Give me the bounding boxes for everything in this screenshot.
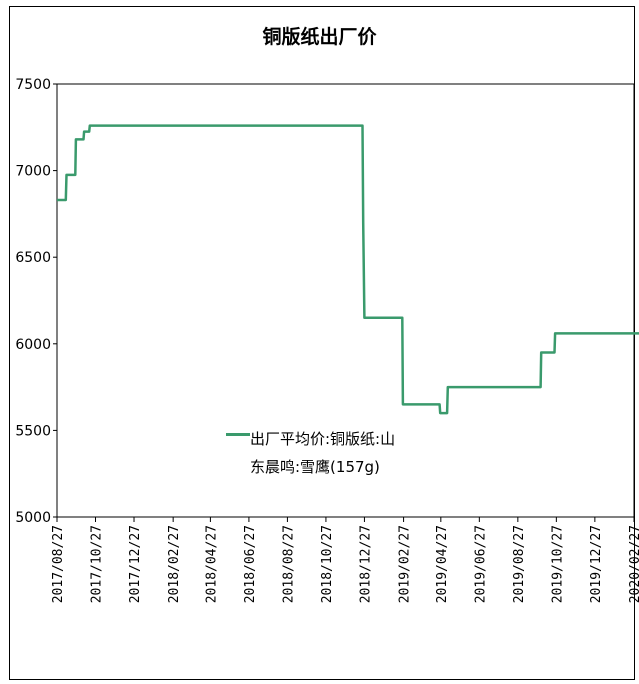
legend-label: 出厂平均价:铜版纸:山东晨鸣:雪鹰(157g) (250, 430, 396, 476)
y-axis-ticks: 5000 5500 6000 6500 7000 7500 (15, 77, 57, 526)
x-tick-label: 2019/06/27 (473, 525, 488, 603)
y-tick-label: 5500 (15, 423, 51, 439)
x-tick-label: 2018/06/27 (243, 525, 258, 603)
x-tick-label: 2019/08/27 (512, 525, 527, 603)
y-tick-label: 7000 (15, 164, 51, 180)
y-tick-label: 7500 (15, 77, 51, 93)
chart-title: 铜版纸出厂价 (262, 26, 377, 48)
legend-swatch (226, 433, 250, 436)
x-tick-label: 2018/02/27 (167, 525, 182, 603)
y-tick-label: 6000 (15, 337, 51, 353)
x-tick-label: 2017/12/27 (128, 525, 143, 603)
x-tick-label: 2019/04/27 (435, 525, 450, 603)
x-tick-label: 2019/12/27 (589, 525, 604, 603)
plot-area-border (56, 83, 635, 518)
x-tick-label: 2017/10/27 (90, 525, 105, 603)
x-tick-label: 2018/10/27 (320, 525, 335, 603)
x-axis-ticks: 2017/08/27 2017/10/27 2017/12/27 2018/02/27… (51, 517, 639, 603)
x-tick-label: 2020/02/27 (628, 525, 639, 603)
y-tick-label: 6500 (15, 250, 51, 266)
series-line (57, 124, 639, 415)
x-tick-label: 2017/08/27 (51, 525, 66, 603)
series-group (57, 124, 639, 415)
x-tick-label: 2018/04/27 (204, 525, 219, 603)
y-tick-label: 5000 (15, 510, 51, 526)
x-tick-label: 2019/10/27 (550, 525, 565, 603)
chart-frame (9, 6, 635, 680)
x-tick-label: 2018/12/27 (358, 525, 373, 603)
x-tick-label: 2019/02/27 (398, 525, 413, 603)
x-tick-label: 2018/08/27 (281, 525, 296, 603)
axes (56, 83, 635, 518)
